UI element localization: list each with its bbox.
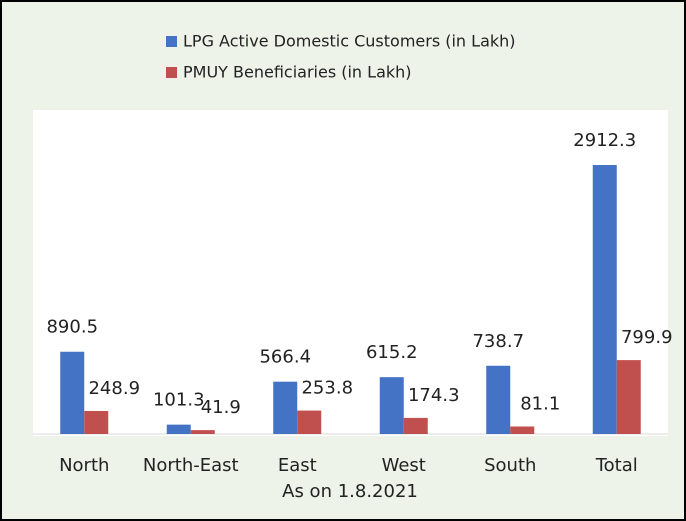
data-label: 81.1 <box>520 394 560 415</box>
data-label: 174.3 <box>408 385 460 406</box>
bar <box>84 411 109 434</box>
bar <box>297 410 322 434</box>
x-axis-title: As on 1.8.2021 <box>282 481 418 502</box>
data-label: 2912.3 <box>573 130 636 151</box>
bar <box>379 377 404 434</box>
data-label: 248.9 <box>88 378 140 399</box>
legend-swatch <box>166 67 177 78</box>
bar <box>190 430 215 434</box>
bar <box>486 365 511 434</box>
x-tick-label: North-East <box>143 455 239 476</box>
data-label: 890.5 <box>46 317 98 338</box>
bar <box>592 165 617 434</box>
x-tick-label: North <box>59 455 109 476</box>
data-label: 738.7 <box>472 331 524 352</box>
legend-label: LPG Active Domestic Customers (in Lakh) <box>183 32 516 51</box>
plot-area <box>33 110 668 436</box>
bar <box>403 417 428 434</box>
data-label: 41.9 <box>201 397 241 418</box>
legend-label: PMUY Beneficiaries (in Lakh) <box>183 63 412 82</box>
data-label: 615.2 <box>366 342 418 363</box>
data-label: 101.3 <box>153 390 205 411</box>
bar <box>60 351 85 434</box>
bar <box>273 381 298 434</box>
x-tick-label: Total <box>595 455 638 476</box>
legend-swatch <box>166 36 177 47</box>
bar <box>166 424 191 434</box>
data-label: 566.4 <box>259 347 311 368</box>
bar <box>616 360 641 434</box>
bar <box>510 426 535 434</box>
x-tick-label: South <box>484 455 536 476</box>
x-tick-label: West <box>382 455 426 476</box>
data-label: 799.9 <box>621 327 673 348</box>
data-label: 253.8 <box>301 378 353 399</box>
x-tick-label: East <box>278 455 317 476</box>
